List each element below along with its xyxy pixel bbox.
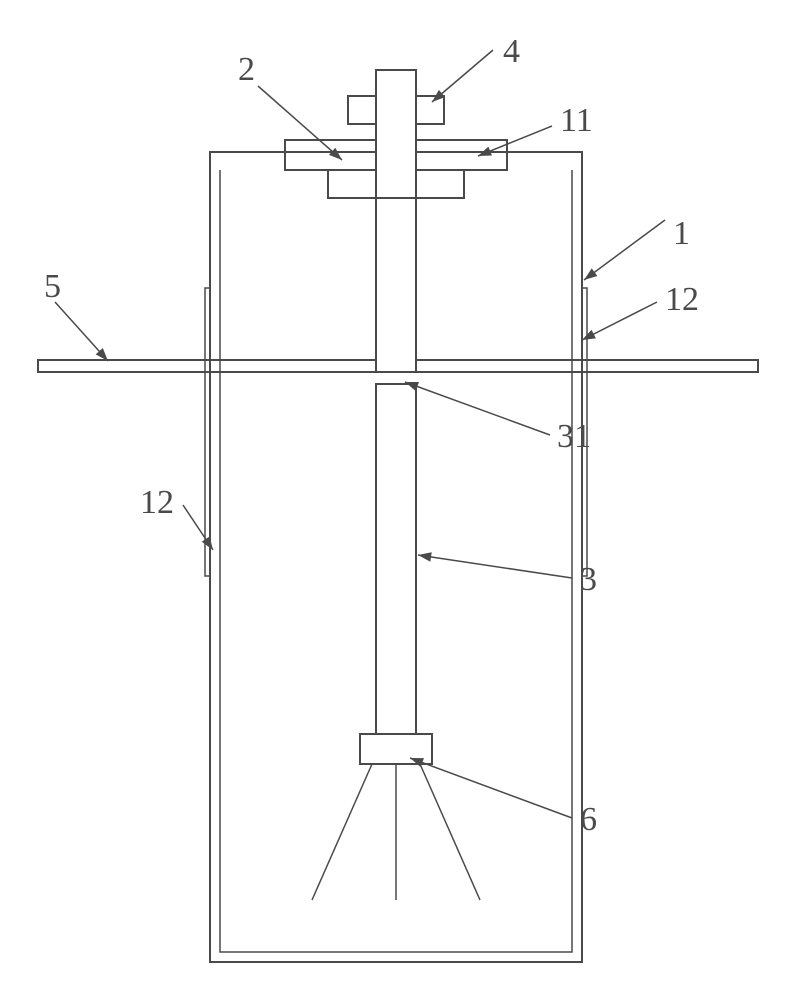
label-l3: 3 (580, 561, 597, 598)
label-l12b: 12 (140, 484, 174, 521)
label-l11: 11 (560, 102, 593, 139)
label-l31: 31 (557, 418, 591, 455)
label-l5: 5 (44, 268, 61, 305)
shaft-overlay (376, 70, 416, 198)
label-l6: 6 (580, 801, 597, 838)
technical-diagram: 12451112123136 (0, 0, 794, 1000)
label-l12a: 12 (665, 281, 699, 318)
label-l2: 2 (238, 51, 255, 88)
label-l4: 4 (503, 33, 520, 70)
label-l1: 1 (673, 215, 690, 252)
